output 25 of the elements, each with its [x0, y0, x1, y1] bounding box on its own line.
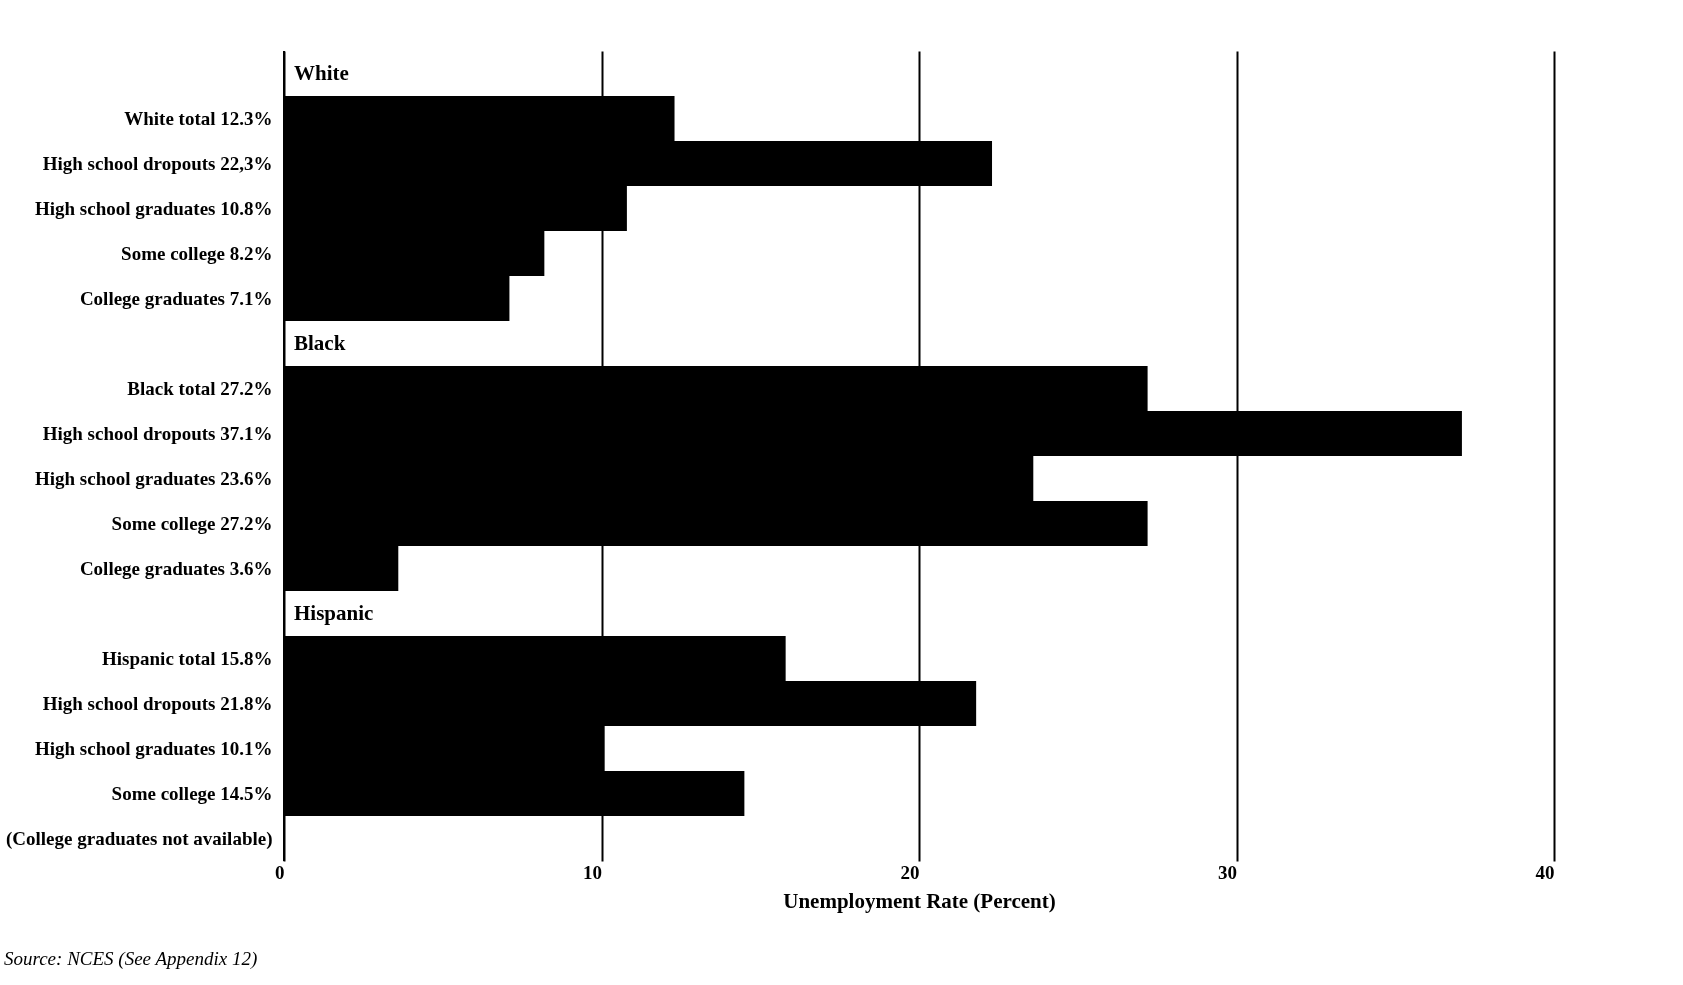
x-tick-label: 20: [900, 861, 920, 883]
x-axis-title: Unemployment Rate (Percent): [783, 888, 1056, 913]
y-tick-label: High school graduates 10.8%: [34, 197, 273, 219]
y-tick-label: High school dropouts 37.1%: [42, 422, 273, 444]
x-tick-label: 40: [1535, 861, 1555, 883]
y-tick-label: College graduates 3.6%: [79, 557, 273, 579]
x-tick-label: 0: [275, 861, 285, 883]
y-tick-label: Hispanic total 15.8%: [102, 647, 273, 669]
annotation: White: [294, 60, 349, 85]
x-tick-label: 30: [1218, 861, 1237, 883]
y-tick-label: High school graduates 23.6%: [34, 467, 273, 489]
y-tick-label: (College graduates not available): [5, 827, 273, 850]
y-tick-label: College graduates 7.1%: [79, 287, 273, 309]
y-tick-label: Some college 14.5%: [111, 782, 273, 804]
y-tick-label: High school graduates 10.1%: [34, 737, 273, 759]
y-tick-label: High school dropouts 22,3%: [42, 152, 273, 174]
annotation: Hispanic: [294, 600, 374, 625]
y-tick-label: Some college 8.2%: [121, 242, 273, 264]
y-tick-label: Black total 27.2%: [127, 377, 273, 399]
y-tick-label: White total 12.3%: [124, 107, 273, 129]
y-tick-label: High school dropouts 21.8%: [42, 692, 273, 714]
annotation: Black: [294, 330, 346, 355]
y-tick-label: Some college 27.2%: [111, 512, 273, 534]
x-tick-label: 10: [583, 861, 602, 883]
source-note: Source: NCES (See Appendix 12): [4, 948, 258, 970]
